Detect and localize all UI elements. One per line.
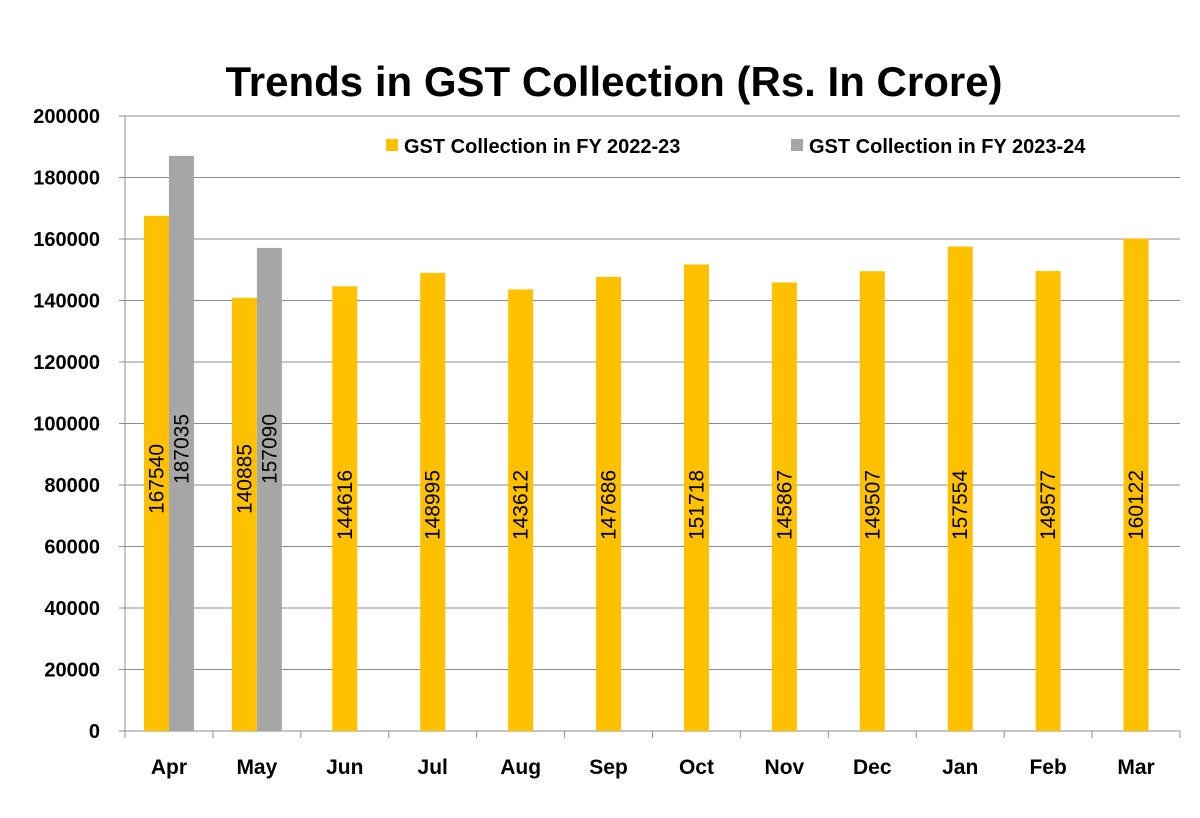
x-tick-label: Jun — [326, 756, 363, 779]
x-axis: Apr May Jun Jul Aug Sep Oct Nov Dec Jan Feb Mar — [124, 730, 1181, 779]
data-label: 187035 — [170, 414, 193, 484]
data-label: 151718 — [685, 470, 708, 540]
bar-fy2022-23-jul — [420, 272, 446, 731]
bar-fy2023-24-apr — [168, 155, 194, 731]
bar-fy2022-23-dec — [859, 271, 885, 731]
bar-fy2022-23-mar — [1123, 238, 1149, 731]
x-tick-label: Aug — [500, 756, 541, 779]
x-tick-label: Feb — [1029, 756, 1066, 779]
y-axis: 0 20000 40000 60000 80000 100000 120000 140000 1… — [33, 106, 126, 743]
y-tick-label: 100000 — [33, 414, 100, 436]
y-tick-label: 160000 — [33, 229, 100, 251]
data-label: 148995 — [422, 470, 445, 540]
data-label: 145867 — [773, 470, 796, 540]
legend-label: GST Collection in FY 2022-23 — [404, 136, 680, 158]
data-label: 144616 — [334, 470, 357, 540]
bar-fy2022-23-jan — [947, 246, 973, 731]
bar-fy2023-24-may — [256, 247, 282, 732]
x-tick-label: Mar — [1117, 756, 1154, 779]
y-tick-label: 80000 — [44, 475, 100, 497]
x-tick-label: Oct — [679, 756, 714, 779]
y-tick-label: 40000 — [44, 598, 100, 620]
x-tick-label: Jul — [418, 756, 448, 779]
y-tick-label: 20000 — [44, 660, 100, 682]
bar-fy2022-23-nov — [771, 282, 797, 731]
bars — [143, 155, 1149, 732]
x-tick-label: Apr — [151, 756, 187, 779]
data-label: 157554 — [949, 470, 972, 540]
y-tick-label: 140000 — [33, 291, 100, 313]
bar-fy2022-23-aug — [508, 289, 534, 731]
data-label: 157090 — [258, 414, 281, 484]
legend-swatch — [386, 139, 398, 151]
bar-fy2022-23-sep — [596, 276, 622, 731]
bar-fy2022-23-jun — [332, 286, 358, 731]
legend-label: GST Collection in FY 2023-24 — [809, 136, 1086, 158]
legend: GST Collection in FY 2022-23 GST Collecti… — [386, 136, 1086, 158]
data-labels: 167540 187035 140885 157090 144616 148995 1436… — [145, 414, 1148, 540]
bar-fy2022-23-may — [231, 297, 257, 731]
bar-fy2022-23-feb — [1035, 271, 1061, 731]
y-tick-label: 60000 — [44, 537, 100, 559]
y-tick-label: 200000 — [33, 106, 100, 128]
legend-swatch — [791, 139, 803, 151]
data-label: 147686 — [598, 470, 621, 540]
chart-title: Trends in GST Collection (Rs. In Crore) — [225, 58, 1003, 105]
y-tick-label: 120000 — [33, 352, 100, 374]
x-tick-label: Dec — [853, 756, 892, 779]
data-label: 167540 — [145, 444, 168, 514]
gridlines — [125, 115, 1180, 670]
x-tick-label: May — [236, 756, 277, 779]
y-tick-label: 0 — [89, 721, 100, 743]
x-tick-label: Jan — [942, 756, 978, 779]
bar-fy2022-23-oct — [683, 264, 709, 731]
data-label: 160122 — [1125, 470, 1148, 540]
y-tick-label: 180000 — [33, 168, 100, 190]
x-tick-label: Sep — [589, 756, 628, 779]
bar-fy2022-23-apr — [143, 215, 169, 731]
data-label: 149507 — [861, 470, 884, 540]
data-label: 149577 — [1037, 470, 1060, 540]
data-label: 140885 — [233, 444, 256, 514]
data-label: 143612 — [510, 470, 533, 540]
x-tick-label: Nov — [765, 756, 805, 779]
